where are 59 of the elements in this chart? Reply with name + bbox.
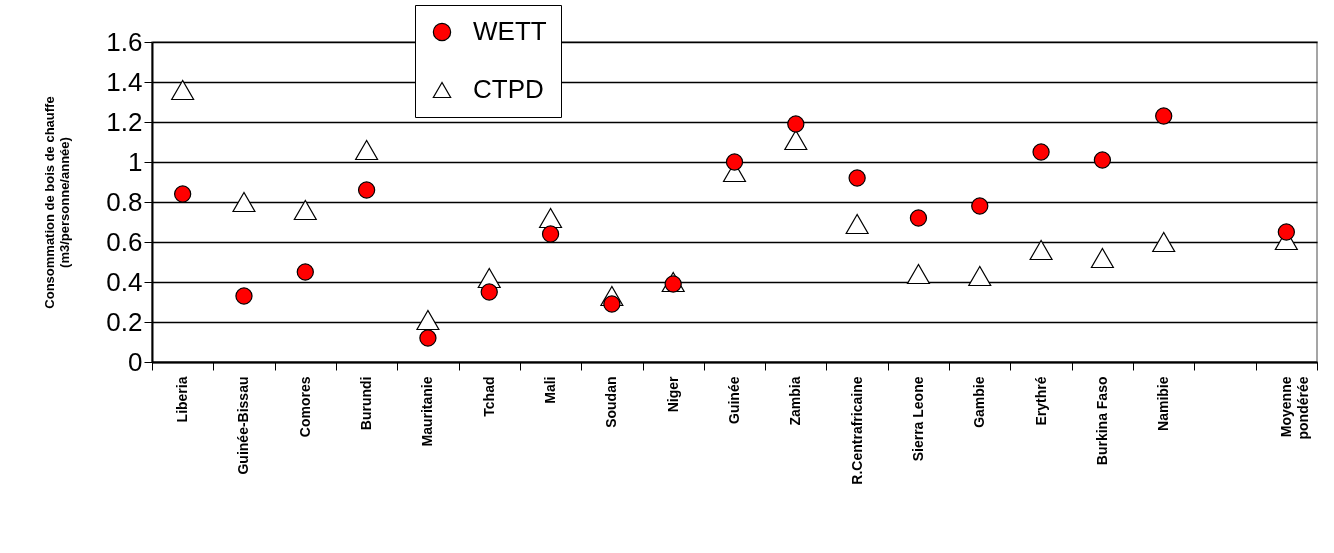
x-tick-label: Erythré: [1032, 376, 1049, 426]
x-tick-label: Guinée-Bissau: [235, 376, 252, 475]
point: [1093, 151, 1112, 169]
point: [1277, 223, 1295, 241]
point: [848, 169, 866, 187]
point: [968, 265, 992, 287]
point: [419, 329, 437, 347]
point: [355, 139, 379, 161]
y-tick-label: 0.2: [106, 306, 143, 337]
point: [725, 153, 744, 171]
point: [480, 283, 498, 301]
y-tick-label: 1.6: [106, 26, 143, 57]
point: [1029, 239, 1053, 261]
x-tick-label: Guinée: [726, 376, 742, 424]
point: [906, 263, 930, 285]
y-tick-label: 0.4: [106, 266, 143, 297]
x-tick-label: Niger: [664, 375, 681, 413]
y-tick-label: 0.8: [106, 186, 143, 217]
y-tick-label: 0: [128, 346, 143, 377]
y-tick-label: 1.2: [106, 106, 143, 137]
point: [1155, 107, 1173, 125]
x-tick-label: Namibie: [1155, 376, 1172, 431]
point: [541, 225, 560, 243]
point: [416, 309, 440, 331]
x-tick-label: Burkina Faso: [1093, 376, 1110, 466]
y-axis-title: Consommation de bois de chauffe (m3/personne/année): [42, 96, 73, 309]
x-tick-label: Soudan: [603, 376, 620, 428]
x-tick-label: Mauritanie: [419, 376, 436, 447]
x-tick-label: Liberia: [174, 376, 191, 423]
point: [784, 129, 808, 151]
y-tick-label: 1: [128, 146, 143, 177]
point: [171, 79, 195, 101]
point: [232, 191, 256, 213]
point: [787, 115, 805, 133]
point: [539, 207, 563, 229]
point: [357, 181, 376, 199]
x-tick-label: Gambie: [971, 376, 988, 428]
point: [235, 287, 253, 305]
x-tick-label: Sierra Leone: [909, 376, 926, 462]
point: [845, 213, 869, 235]
y-tick-label: 1.4: [106, 66, 143, 97]
y-tick-label: 0.6: [106, 226, 143, 257]
point: [293, 199, 317, 221]
x-tick-label: Mali: [542, 376, 559, 404]
x-tick-label: R.Centrafricaine: [848, 376, 865, 485]
point: [1090, 247, 1114, 269]
point: [971, 197, 989, 215]
point: [296, 263, 314, 281]
x-tick-label: Tchad: [480, 376, 497, 417]
x-tick-label: Zambia: [787, 376, 804, 426]
x-tick-label: Moyenne pondérée: [1277, 376, 1311, 440]
point: [1152, 231, 1176, 253]
point: [1032, 143, 1050, 161]
legend-label: CTPD: [473, 74, 544, 104]
legend-label: WETT: [473, 16, 547, 46]
point: [909, 209, 928, 227]
point: [174, 185, 192, 203]
x-tick-label: Burundi: [358, 376, 375, 431]
x-tick-label: Comores: [296, 376, 313, 438]
